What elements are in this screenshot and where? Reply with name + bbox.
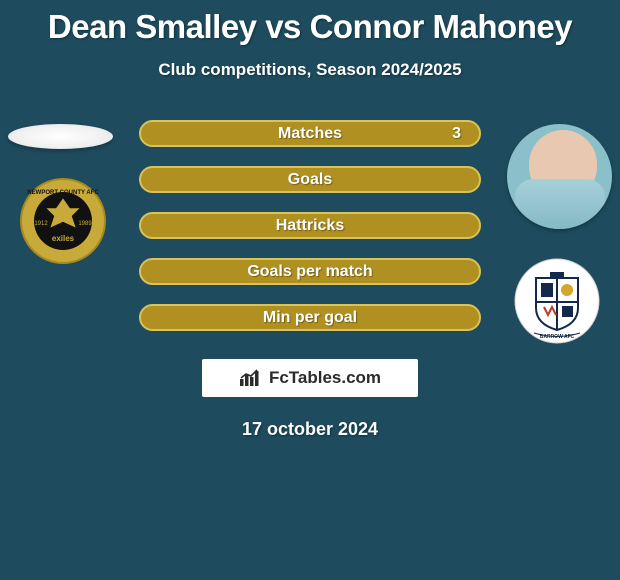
stat-right-value: 3 <box>452 125 461 143</box>
stat-row-hattricks: Hattricks <box>139 212 481 239</box>
stat-row-goals-per-match: Goals per match <box>139 258 481 285</box>
player-left-avatar <box>8 124 113 149</box>
svg-text:NEWPORT COUNTY AFC: NEWPORT COUNTY AFC <box>27 190 99 196</box>
chart-icon <box>239 369 261 387</box>
svg-text:1989: 1989 <box>78 221 92 227</box>
subtitle: Club competitions, Season 2024/2025 <box>0 60 620 80</box>
stat-row-goals: Goals <box>139 166 481 193</box>
svg-text:BARROW AFC: BARROW AFC <box>540 334 575 340</box>
svg-text:1912: 1912 <box>34 221 48 227</box>
stat-label: Goals per match <box>247 263 372 281</box>
stat-label: Goals <box>288 171 332 189</box>
stat-row-min-per-goal: Min per goal <box>139 304 481 331</box>
stat-label: Hattricks <box>276 217 344 235</box>
player-right-avatar <box>507 124 612 229</box>
club-badge-right: BARROW AFC <box>514 258 600 344</box>
branding-text: FcTables.com <box>269 368 381 388</box>
club-badge-left: NEWPORT COUNTY AFC exiles 1912 1989 <box>20 178 106 264</box>
date-label: 17 october 2024 <box>0 419 620 440</box>
stat-label: Matches <box>278 125 342 143</box>
svg-text:exiles: exiles <box>52 234 75 243</box>
stat-label: Min per goal <box>263 309 357 327</box>
branding-badge: FcTables.com <box>202 359 418 397</box>
page-title: Dean Smalley vs Connor Mahoney <box>0 0 620 46</box>
stat-row-matches: Matches 3 <box>139 120 481 147</box>
